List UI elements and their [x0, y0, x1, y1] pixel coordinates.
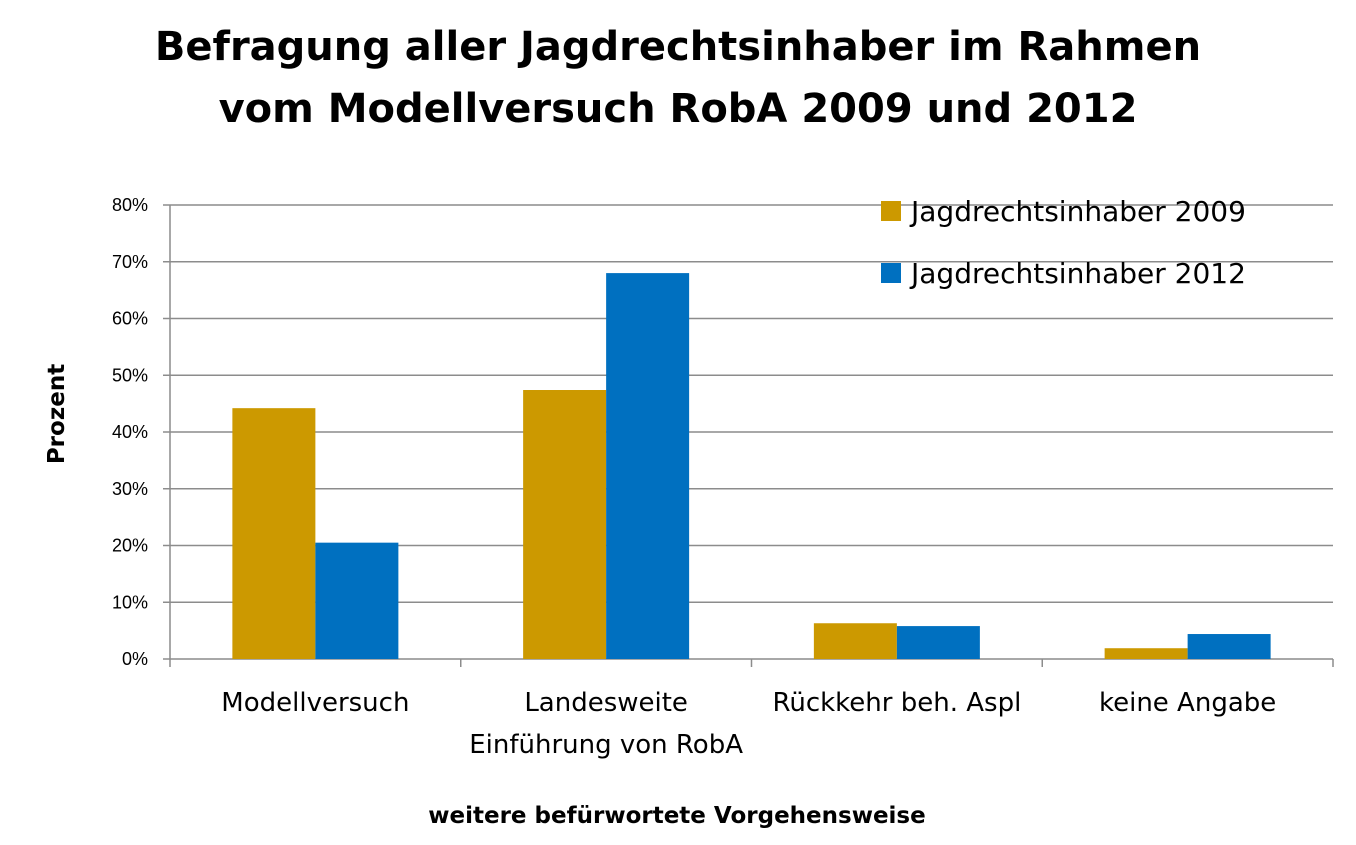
bar	[315, 542, 399, 659]
chart-title-line-2: vom Modellversuch RobA 2009 und 2012	[218, 86, 1138, 132]
y-tick-label: 10%	[112, 592, 148, 612]
x-category-label: Rückkehr beh. Aspl	[772, 688, 1021, 718]
legend-swatch	[881, 201, 901, 221]
y-tick-label: 80%	[112, 195, 148, 215]
bar	[896, 626, 980, 659]
legend-label: Jagdrechtsinhaber 2012	[909, 257, 1246, 290]
legend-swatch	[881, 263, 901, 283]
y-tick-label: 50%	[112, 365, 148, 385]
x-category-label: Modellversuch	[221, 688, 409, 718]
chart-title-line-1: Befragung aller Jagdrechtsinhaber im Rah…	[154, 24, 1202, 70]
x-axis-title: weitere befürwortete Vorgehensweise	[428, 803, 925, 829]
bar	[1104, 648, 1188, 659]
y-tick-label: 70%	[112, 252, 148, 272]
legend-label: Jagdrechtsinhaber 2009	[909, 195, 1246, 228]
bar	[1187, 634, 1271, 659]
x-category-label: keine Angabe	[1099, 688, 1276, 718]
x-category-label: Landesweite	[524, 688, 688, 718]
bar	[606, 273, 690, 659]
y-tick-label: 40%	[112, 422, 148, 442]
bar	[523, 390, 607, 659]
bar	[813, 623, 897, 659]
x-category-label: Einführung von RobA	[469, 730, 743, 760]
y-tick-label: 30%	[112, 479, 148, 499]
y-tick-label: 20%	[112, 536, 148, 556]
y-axis-title: Prozent	[44, 364, 70, 464]
y-tick-label: 0%	[122, 649, 148, 669]
bar	[232, 408, 316, 659]
y-tick-label: 60%	[112, 309, 148, 329]
